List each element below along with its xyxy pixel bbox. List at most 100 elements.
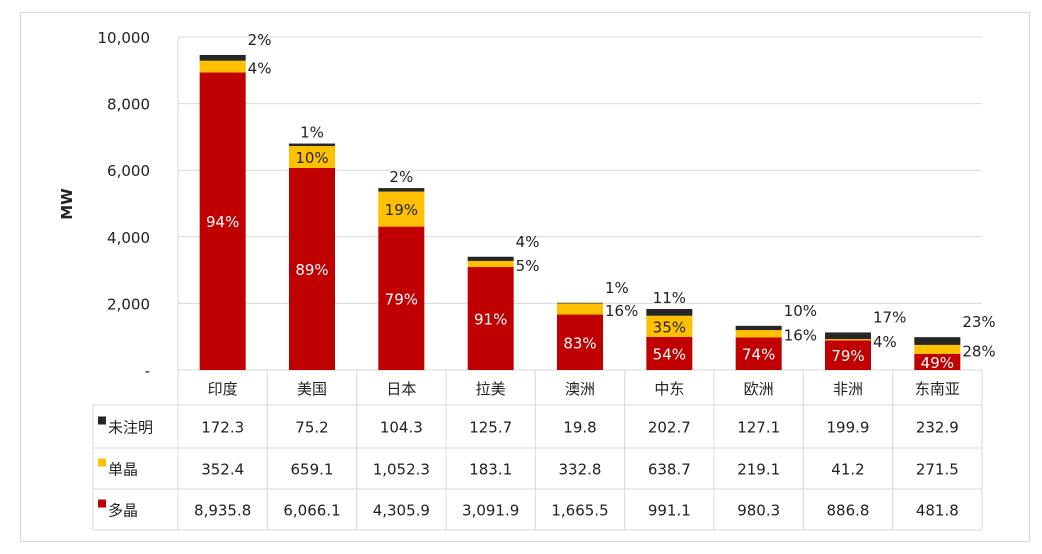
bar-多晶 — [557, 314, 603, 370]
y-axis-label: MW — [58, 188, 76, 220]
bar-单晶 — [735, 330, 782, 338]
bar-多晶 — [378, 226, 425, 370]
table-cell: 4,305.9 — [373, 502, 430, 520]
table-cell: 638.7 — [648, 461, 691, 479]
data-label: 74% — [742, 346, 775, 364]
chart-frame — [20, 12, 1030, 542]
table-cell: 75.2 — [295, 419, 328, 437]
data-label: 10% — [295, 149, 328, 167]
data-label: 4% — [873, 333, 897, 351]
data-label: 35% — [653, 318, 686, 336]
table-cell: 127.1 — [737, 419, 780, 437]
data-label: 17% — [873, 308, 906, 326]
bar-单晶 — [467, 260, 514, 268]
bar-未注明 — [289, 143, 335, 147]
x-tick-label: 澳洲 — [565, 380, 595, 398]
data-label: 23% — [962, 313, 995, 331]
table-cell: 659.1 — [291, 461, 334, 479]
x-tick-label: 拉美 — [476, 380, 506, 398]
table-cell: 3,091.9 — [462, 502, 519, 520]
data-label: 4% — [516, 233, 540, 251]
bar-多晶 — [646, 336, 693, 370]
y-tick-label: - — [145, 362, 150, 380]
data-label: 49% — [921, 354, 954, 372]
data-label: 2% — [389, 168, 413, 186]
data-label: 1% — [300, 124, 324, 142]
table-cell: 19.8 — [563, 419, 596, 437]
table-cell: 991.1 — [648, 502, 691, 520]
x-tick-label: 非洲 — [833, 380, 863, 398]
data-label: 89% — [295, 261, 328, 279]
bar-多晶 — [467, 267, 514, 370]
data-label: 16% — [784, 327, 817, 345]
table-cell: 481.8 — [916, 502, 959, 520]
table-cell: 232.9 — [916, 419, 959, 437]
table-cell: 352.4 — [201, 461, 244, 479]
bar-单晶 — [199, 60, 246, 73]
data-label: 10% — [784, 302, 817, 320]
legend-swatch-单晶 — [98, 458, 106, 467]
table-cell: 172.3 — [201, 419, 244, 437]
y-tick-label: 4,000 — [107, 229, 150, 247]
bar-多晶 — [914, 353, 961, 370]
y-tick-label: 6,000 — [107, 162, 150, 180]
legend-swatch-多晶 — [98, 499, 106, 508]
data-label: 79% — [831, 347, 864, 365]
data-label: 54% — [653, 345, 686, 363]
bar-多晶 — [735, 337, 782, 370]
bar-未注明 — [557, 302, 603, 304]
data-label: 83% — [563, 334, 596, 352]
data-label: 16% — [605, 302, 638, 320]
table-cell: 332.8 — [559, 461, 602, 479]
data-label: 4% — [248, 60, 272, 78]
data-label: 94% — [206, 213, 239, 231]
bar-单晶 — [646, 315, 693, 337]
table-cell: 271.5 — [916, 461, 959, 479]
x-tick-label: 欧洲 — [744, 380, 774, 398]
data-label: 28% — [962, 342, 995, 360]
bar-多晶 — [289, 167, 335, 370]
bar-单晶 — [914, 344, 961, 354]
bar-单晶 — [289, 146, 335, 168]
bar-未注明 — [467, 256, 514, 261]
data-label: 1% — [605, 279, 629, 297]
bar-未注明 — [378, 188, 425, 192]
x-tick-label: 东南亚 — [915, 380, 960, 398]
bar-未注明 — [646, 308, 693, 316]
y-tick-label: 10,000 — [98, 29, 151, 47]
data-label: 91% — [474, 311, 507, 329]
table-cell: 1,665.5 — [551, 502, 608, 520]
table-cell: 199.9 — [827, 419, 870, 437]
x-tick-label: 印度 — [208, 380, 238, 398]
table-cell: 1,052.3 — [373, 461, 430, 479]
x-tick-label: 中东 — [654, 380, 684, 398]
table-cell: 219.1 — [737, 461, 780, 479]
x-tick-label: 美国 — [297, 380, 327, 398]
bar-单晶 — [557, 303, 603, 315]
bar-未注明 — [914, 337, 961, 345]
table-cell: 41.2 — [831, 461, 864, 479]
bar-多晶 — [199, 72, 246, 370]
table-cell: 104.3 — [380, 419, 423, 437]
data-label: 5% — [516, 257, 540, 275]
table-cell: 183.1 — [469, 461, 512, 479]
data-label: 19% — [385, 201, 418, 219]
data-label: 79% — [385, 290, 418, 308]
data-label: 11% — [653, 289, 686, 307]
legend-swatch-未注明 — [98, 416, 106, 425]
table-cell: 6,066.1 — [283, 502, 340, 520]
table-cell: 8,935.8 — [194, 502, 251, 520]
bar-未注明 — [735, 325, 782, 331]
table-cell: 980.3 — [737, 502, 780, 520]
bar-多晶 — [825, 340, 871, 370]
legend-label: 单晶 — [108, 461, 138, 479]
data-label: 2% — [248, 31, 272, 49]
bar-未注明 — [199, 54, 246, 61]
y-tick-label: 2,000 — [107, 295, 150, 313]
bar-单晶 — [825, 339, 871, 341]
table-cell: 886.8 — [827, 502, 870, 520]
bar-未注明 — [825, 332, 871, 340]
legend-label: 未注明 — [108, 419, 153, 437]
legend-label: 多晶 — [108, 502, 138, 520]
